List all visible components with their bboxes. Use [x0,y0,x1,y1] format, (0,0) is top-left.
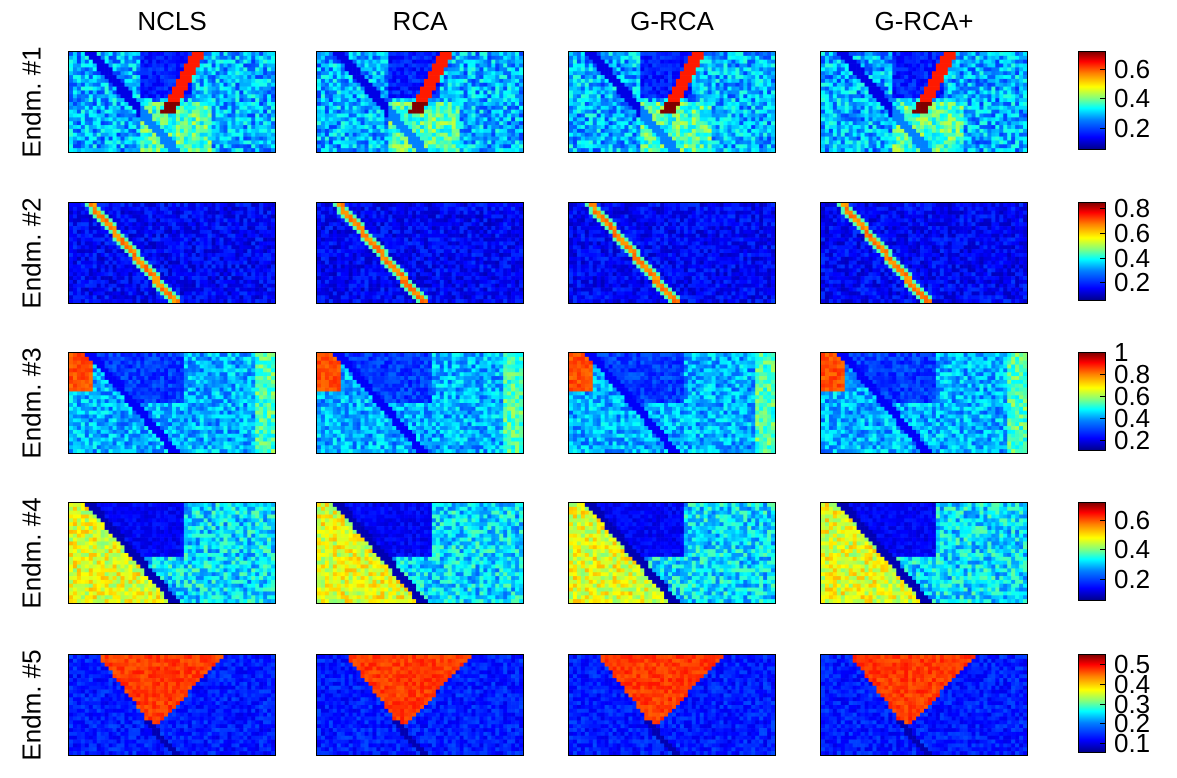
abundance-map [316,352,524,454]
colorbar-tick-mark [1100,743,1106,745]
row-label: Endm. #3 [17,347,48,458]
colorbar-tick-mark [1100,418,1106,419]
colorbar-tick-label: 0.4 [1114,536,1150,562]
column-title: NCLS [137,6,206,37]
colorbar-tick-label: 0.2 [1114,566,1150,592]
row-label: Endm. #4 [17,497,48,608]
colorbar-tick-label: 0.6 [1114,507,1150,533]
column-title: G-RCA [630,6,714,37]
colorbar-tick-mark [1100,663,1106,665]
abundance-map [568,352,776,454]
abundance-map [68,51,276,153]
abundance-map [820,502,1028,604]
abundance-map [68,352,276,454]
colorbar-tick-mark [1100,578,1106,580]
colorbar-tick-label: 0.2 [1114,710,1150,736]
colorbar-tick-mark [1100,549,1106,551]
abundance-map [316,51,524,153]
colorbar-tick-mark [1100,440,1106,441]
colorbar-tick-label: 0.2 [1114,269,1150,295]
colorbar-tick-mark [1100,683,1106,685]
colorbar-tick-mark [1100,257,1106,259]
abundance-map [316,654,524,756]
abundance-map [820,51,1028,153]
colorbar-tick-mark [1100,208,1106,210]
colorbar [1078,352,1106,451]
abundance-map [568,202,776,304]
abundance-map [820,654,1028,756]
colorbar-tick-label: 0.2 [1114,115,1150,141]
colorbar-tick-mark [1100,98,1106,100]
abundance-map [568,51,776,153]
abundance-map [316,502,524,604]
colorbar-tick-mark [1100,519,1106,521]
colorbar [1078,51,1106,150]
colorbar-tick-mark [1100,232,1106,234]
row-label: Endm. #5 [17,649,48,760]
abundance-map [68,502,276,604]
colorbar-tick-mark [1100,723,1106,725]
colorbar [1078,202,1106,301]
colorbar-tick-label: 0.4 [1114,671,1150,697]
colorbar-tick-label: 0.6 [1114,220,1150,246]
colorbar-tick-mark [1100,68,1106,70]
abundance-map [820,202,1028,304]
abundance-map [68,654,276,756]
colorbar-tick-label: 1 [1114,339,1128,365]
row-label: Endm. #1 [17,46,48,157]
colorbar-tick-mark [1100,127,1106,129]
colorbar-tick-label: 0.8 [1114,195,1150,221]
column-title: G-RCA+ [875,6,974,37]
colorbar-tick-label: 0.5 [1114,651,1150,677]
colorbar-tick-label: 0.4 [1114,85,1150,111]
abundance-map [820,352,1028,454]
abundance-map [568,502,776,604]
abundance-map [316,202,524,304]
colorbar-tick-label: 0.4 [1114,405,1150,431]
colorbar-tick-mark [1100,352,1106,353]
column-title: RCA [393,6,448,37]
colorbar-tick-label: 0.6 [1114,56,1150,82]
colorbar-tick-mark [1100,374,1106,375]
colorbar-tick-label: 0.2 [1114,427,1150,453]
colorbar-tick-label: 0.3 [1114,691,1150,717]
colorbar-tick-label: 0.1 [1114,730,1150,756]
colorbar-tick-label: 0.4 [1114,245,1150,271]
colorbar-tick-mark [1100,396,1106,397]
colorbar-tick-label: 0.8 [1114,361,1150,387]
row-label: Endm. #2 [17,197,48,308]
abundance-map [568,654,776,756]
colorbar [1078,502,1106,601]
colorbar-tick-label: 0.6 [1114,383,1150,409]
colorbar-tick-mark [1100,282,1106,284]
colorbar-tick-mark [1100,703,1106,705]
abundance-map [68,202,276,304]
